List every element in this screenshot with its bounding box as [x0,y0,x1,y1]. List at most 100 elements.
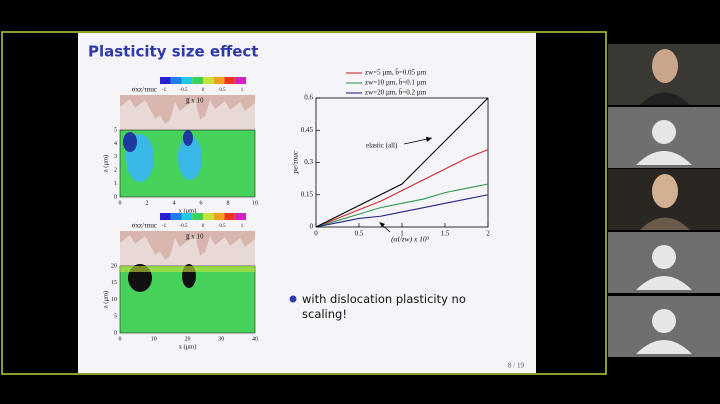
y-tick-label: 4 [114,141,117,147]
colorbar-tick: -0.5 [180,88,188,93]
stress-core [123,132,137,152]
y-tick-label: 0 [114,194,117,200]
x-tick-label: 8 [227,200,230,206]
avatar-body [636,151,692,165]
band [120,266,255,272]
figure-panels: σxz/τnuc -1 -0.5 0 0.5 1g̅ x 100 2 4 6 8 10012345x… [102,77,258,350]
y-tick-label: 0 [114,330,117,336]
colorbar-tick: -1 [162,224,167,229]
y-axis-label: pe/τnuc [291,150,300,174]
colorbar-tick: 1 [241,224,244,229]
person-head [652,49,678,83]
y-axis-label: z (μm) [102,155,109,172]
y-axis-label: z (μm) [102,291,109,308]
y-tick-label: 0 [310,223,314,231]
colorbar-cell [192,213,203,220]
y-tick-label: 10 [111,297,117,303]
series-line [315,149,489,228]
y-tick-label: 20 [111,263,117,269]
x-tick-label: 0 [119,200,122,206]
colorbar-cell [181,213,193,220]
bullet-text: with dislocation plasticity no scaling! [302,292,466,321]
colorbar-cell [224,213,236,220]
participants [608,44,720,357]
x-axis-label: (αl/zw) x 10³ [391,235,430,244]
legend-label: zw=5 µm, b̄=0.05 µm [365,69,427,77]
series-line [315,194,489,228]
slide-title: Plasticity size effect [88,43,258,61]
person-body [640,92,690,105]
x-tick-label: 10 [252,200,258,206]
colorbar-label: σxz/τnuc [132,222,157,230]
y-tick-label: 0.3 [304,158,313,166]
avatar-head [652,245,676,269]
y-tick-label: 2 [114,168,117,174]
bullet-dot [289,295,297,303]
x-tick-label: 1.5 [441,230,450,238]
surface [120,95,255,130]
annotation: elastic (all) [366,142,398,150]
overlay-label: g̅ x 10 [186,97,204,105]
page-number: 8 / 19 [508,362,524,370]
y-tick-label: 0.15 [301,190,314,198]
person-head [652,174,678,208]
x-tick-label: 30 [218,336,224,342]
x-tick-label: 1 [400,230,404,238]
x-tick-label: 20 [185,336,191,342]
x-axis-label: x (μm) [179,343,197,350]
arrow-head [426,137,432,142]
avatar-body [636,276,692,290]
stress-blob [178,136,202,180]
x-tick-label: 2 [486,230,490,238]
y-tick-label: 0.6 [304,94,313,102]
y-tick-label: 15 [111,280,117,286]
series-line [315,183,489,228]
colorbar-tick: -0.5 [180,224,188,229]
x-tick-label: 0 [119,336,122,342]
colorbar-cell [203,77,214,84]
person-body [640,217,690,230]
avatar-head [652,120,676,144]
y-tick-label: 5 [114,127,117,133]
colorbar-cell [170,77,182,84]
avatar-head [652,309,676,333]
colorbar-cell [203,213,214,220]
colorbar-tick: 1 [241,88,244,93]
colorbar-label: σxz/τnuc [132,86,157,94]
x-tick-label: 40 [252,336,258,342]
avatar-body [636,340,692,354]
y-tick-label: 3 [114,154,117,160]
colorbar-cell [160,213,171,220]
colorbar-cell [181,77,193,84]
colorbar-cell [160,77,171,84]
x-tick-label: 10 [151,336,157,342]
x-tick-label: 0 [314,230,318,238]
colorbar-cell [235,77,246,84]
surface [120,231,255,266]
overlay-label: g̅ x 10 [186,233,204,241]
y-tick-label: 5 [114,314,117,320]
colorbar-tick: 0.5 [219,88,226,93]
colorbar-cell [224,77,236,84]
colorbar-cell [170,213,182,220]
stress-core [183,130,193,146]
legend-label: zw=10 µm, b̄=0.1 µm [365,79,427,87]
x-tick-label: 6 [200,200,203,206]
colorbar-cell [213,213,225,220]
colorbar-tick: -1 [162,88,167,93]
x-tick-label: 2 [146,200,149,206]
colorbar-cell [192,77,203,84]
line-chart: 0 0.15 0.3 0.45 0.6 0 0.5 1 1.5 2 (αl/zw) x 10³ pe/… [291,69,491,244]
x-axis-label: x (μm) [179,207,197,214]
colorbar-cell [213,77,225,84]
colorbar-tick: 0.5 [219,224,226,229]
pointer-head [379,222,385,227]
colorbar-tick: 0 [202,88,205,93]
y-tick-label: 1 [114,181,117,187]
series-line [315,97,489,228]
x-tick-label: 4 [173,200,176,206]
x-tick-label: 0.5 [355,230,364,238]
y-tick-label: 0.45 [301,126,314,134]
